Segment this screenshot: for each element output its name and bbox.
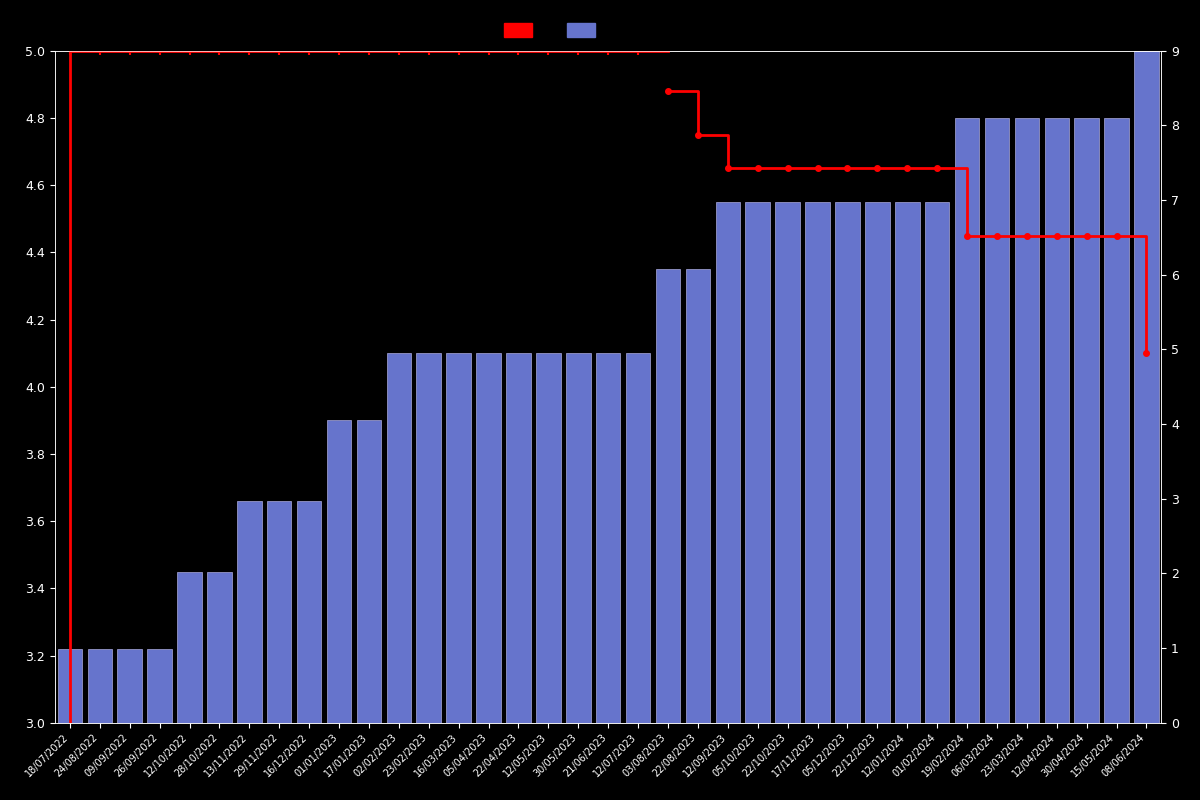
Bar	[1074, 118, 1099, 722]
Bar	[775, 202, 800, 722]
Bar	[118, 649, 142, 722]
Bar	[88, 649, 112, 722]
Bar	[1134, 51, 1159, 722]
Bar	[238, 501, 262, 722]
Bar	[476, 353, 500, 722]
Bar	[655, 269, 680, 722]
Bar	[148, 649, 172, 722]
Bar	[715, 202, 740, 722]
Bar	[356, 420, 382, 722]
Bar	[745, 202, 770, 722]
Bar	[955, 118, 979, 722]
Bar	[566, 353, 590, 722]
Bar	[416, 353, 442, 722]
Bar	[296, 501, 322, 722]
Bar	[865, 202, 889, 722]
Bar	[1044, 118, 1069, 722]
Bar	[208, 571, 232, 722]
Bar	[536, 353, 560, 722]
Bar	[506, 353, 530, 722]
Bar	[685, 269, 710, 722]
Bar	[626, 353, 650, 722]
Bar	[985, 118, 1009, 722]
Bar	[925, 202, 949, 722]
Bar	[895, 202, 919, 722]
Bar	[835, 202, 859, 722]
Bar	[178, 571, 202, 722]
Bar	[386, 353, 412, 722]
Bar	[1015, 118, 1039, 722]
Bar	[596, 353, 620, 722]
Bar	[1104, 118, 1129, 722]
Bar	[58, 649, 82, 722]
Bar	[266, 501, 292, 722]
Legend: , : ,	[499, 18, 607, 43]
Bar	[326, 420, 352, 722]
Bar	[805, 202, 829, 722]
Bar	[446, 353, 470, 722]
